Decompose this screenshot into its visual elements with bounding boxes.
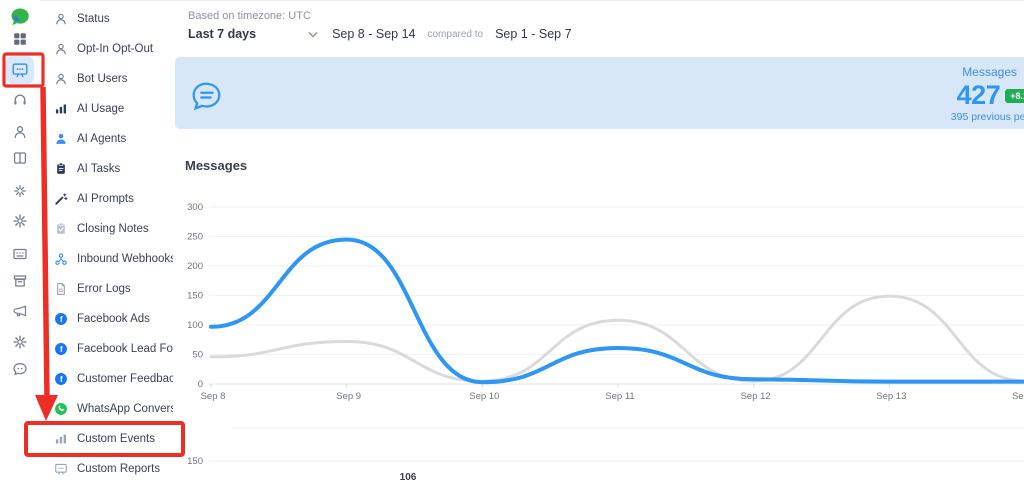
facebook-icon <box>54 372 68 386</box>
sidebar-item-ai-agents[interactable]: AI Agents <box>40 124 175 154</box>
series-sep-1-sep-7 <box>209 294 1024 383</box>
sidebar-item-label: WhatsApp Conversations <box>77 403 173 415</box>
analytics-board-rail-icon[interactable] <box>6 56 34 84</box>
compared-to-label: compared to <box>427 28 484 40</box>
x-tick-label: Sep 12 <box>741 391 771 402</box>
app-logo-icon[interactable] <box>10 7 30 27</box>
timezone-note: Based on timezone: UTC <box>188 10 311 22</box>
sidebar-item-customer-feedback[interactable]: Customer Feedback <box>40 364 175 394</box>
banner-value-row: 427 +8.1% <box>957 80 1024 111</box>
user-outline-icon <box>54 72 68 86</box>
sidebar-item-label: Opt-In Opt-Out <box>77 43 154 55</box>
analytics-sidebar: Status Opt-In Opt-Out Bot Users AI Usage AI … <box>40 4 175 484</box>
next-chart-y-tick: 150 <box>187 456 203 467</box>
x-tick-label: Sep 14 <box>1012 391 1024 402</box>
x-tick-label: Sep 13 <box>876 391 906 402</box>
metric-value: 427 <box>956 80 1001 110</box>
icon-rail <box>0 0 40 483</box>
megaphone-icon[interactable] <box>12 303 28 319</box>
current-range[interactable]: Sep 8 - Sep 14 <box>332 27 416 41</box>
messages-line-chart: 0 50 100 150 200 250 300 Sep 8 Sep 9 Sep 10 Sep 11… <box>187 202 1024 483</box>
bars-gray-icon <box>54 432 68 446</box>
help-chat-icon[interactable] <box>12 361 28 377</box>
dashboard-grid-icon[interactable] <box>12 31 28 47</box>
whatsapp-icon <box>54 402 68 416</box>
y-tick-label: 100 <box>187 320 203 331</box>
sidebar-item-error-logs[interactable]: Error Logs <box>40 274 175 304</box>
sidebar-item-label: Error Logs <box>77 283 131 295</box>
sidebar-item-label: Closing Notes <box>77 223 149 235</box>
y-tick-label: 50 <box>192 350 203 361</box>
facebook-icon <box>54 312 68 326</box>
x-tick-label: Sep 10 <box>469 391 499 402</box>
settings-gear-icon[interactable] <box>12 213 28 229</box>
sidebar-item-label: AI Agents <box>77 133 127 145</box>
y-tick-label: 300 <box>187 202 203 213</box>
sidebar-item-facebook-lead-forms[interactable]: Facebook Lead Forms <box>40 334 175 364</box>
sidebar-item-label: Inbound Webhooks <box>77 253 173 265</box>
sidebar-item-label: Status <box>77 13 110 25</box>
sidebar-item-ai-prompts[interactable]: AI Prompts <box>40 184 175 214</box>
chat-bubble-icon <box>188 79 224 115</box>
range-selector[interactable]: Last 7 days <box>188 27 257 41</box>
clipboard-light-icon <box>54 222 68 236</box>
sidebar-item-label: Customer Feedback <box>77 373 173 385</box>
chevron-down-icon[interactable] <box>308 31 318 38</box>
sidebar-item-bot-users[interactable]: Bot Users <box>40 64 175 94</box>
user-outline-icon <box>54 42 68 56</box>
x-tick-label: Sep 11 <box>605 391 634 402</box>
sidebar-item-label: AI Tasks <box>77 163 121 175</box>
sidebar-item-label: Bot Users <box>77 73 128 85</box>
messages-chart-card: Messages 0 50 100 150 200 250 300 Sep 8 Sep 9 Sep… <box>175 150 1024 483</box>
agent-icon <box>54 132 68 146</box>
sidebar-item-ai-usage[interactable]: AI Usage <box>40 94 175 124</box>
y-tick-label: 200 <box>187 261 203 272</box>
sidebar-item-custom-events[interactable]: Custom Events <box>40 424 175 454</box>
board-columns-icon[interactable] <box>12 150 28 166</box>
sidebar-item-label: AI Prompts <box>77 193 134 205</box>
x-tick-label: Sep 9 <box>336 391 361 402</box>
messages-stat-banner: Messages 427 +8.1% 395 previous period <box>175 57 1024 129</box>
x-tick-label: Sep 8 <box>201 391 226 402</box>
banner-metric-label: Messages <box>962 65 1017 79</box>
sidebar-item-facebook-ads[interactable]: Facebook Ads <box>40 304 175 334</box>
date-filter-row: Last 7 days Sep 8 - Sep 14 compared to S… <box>188 27 572 41</box>
sidebar-item-ai-tasks[interactable]: AI Tasks <box>40 154 175 184</box>
sidebar-item-status[interactable]: Status <box>40 4 175 34</box>
board-gray-icon <box>54 462 68 476</box>
sidebar-item-label: AI Usage <box>77 103 125 115</box>
series-sep-8-sep-14 <box>209 237 1024 385</box>
sidebar-item-label: Facebook Lead Forms <box>77 343 173 355</box>
sidebar-item-label: Facebook Ads <box>77 313 150 325</box>
headset-icon[interactable] <box>12 92 28 108</box>
webhook-icon <box>54 252 68 266</box>
previous-period-value: 395 previous period <box>950 111 1024 123</box>
sidebar-item-inbound-webhooks[interactable]: Inbound Webhooks <box>40 244 175 274</box>
sidebar-item-label: Custom Reports <box>77 463 161 475</box>
sidebar-item-opt-in-opt-out[interactable]: Opt-In Opt-Out <box>40 34 175 64</box>
delta-badge: +8.1% <box>1005 88 1024 103</box>
previous-range[interactable]: Sep 1 - Sep 7 <box>495 27 572 41</box>
facebook-icon <box>54 342 68 356</box>
sidebar-item-closing-notes[interactable]: Closing Notes <box>40 214 175 244</box>
wand-icon <box>54 192 68 206</box>
doc-icon <box>54 282 68 296</box>
top-divider <box>0 0 1024 1</box>
contacts-user-icon[interactable] <box>12 124 28 140</box>
template-card-icon[interactable] <box>12 246 28 262</box>
integrations-gear-icon[interactable] <box>12 334 28 350</box>
sparkle-icon[interactable] <box>12 183 28 199</box>
next-chart-data-label: 106 <box>400 472 417 483</box>
clipboard-dark-icon <box>54 162 68 176</box>
y-tick-label: 150 <box>187 291 203 302</box>
archive-box-icon[interactable] <box>12 273 28 289</box>
sidebar-item-custom-reports[interactable]: Custom Reports <box>40 454 175 484</box>
y-tick-label: 250 <box>187 232 203 243</box>
y-tick-label: 0 <box>198 379 203 390</box>
user-outline-icon <box>54 12 68 26</box>
sidebar-item-whatsapp-conversations[interactable]: WhatsApp Conversations <box>40 394 175 424</box>
bars-dark-icon <box>54 102 68 116</box>
chart-title: Messages <box>185 158 248 173</box>
sidebar-item-label: Custom Events <box>77 433 155 445</box>
